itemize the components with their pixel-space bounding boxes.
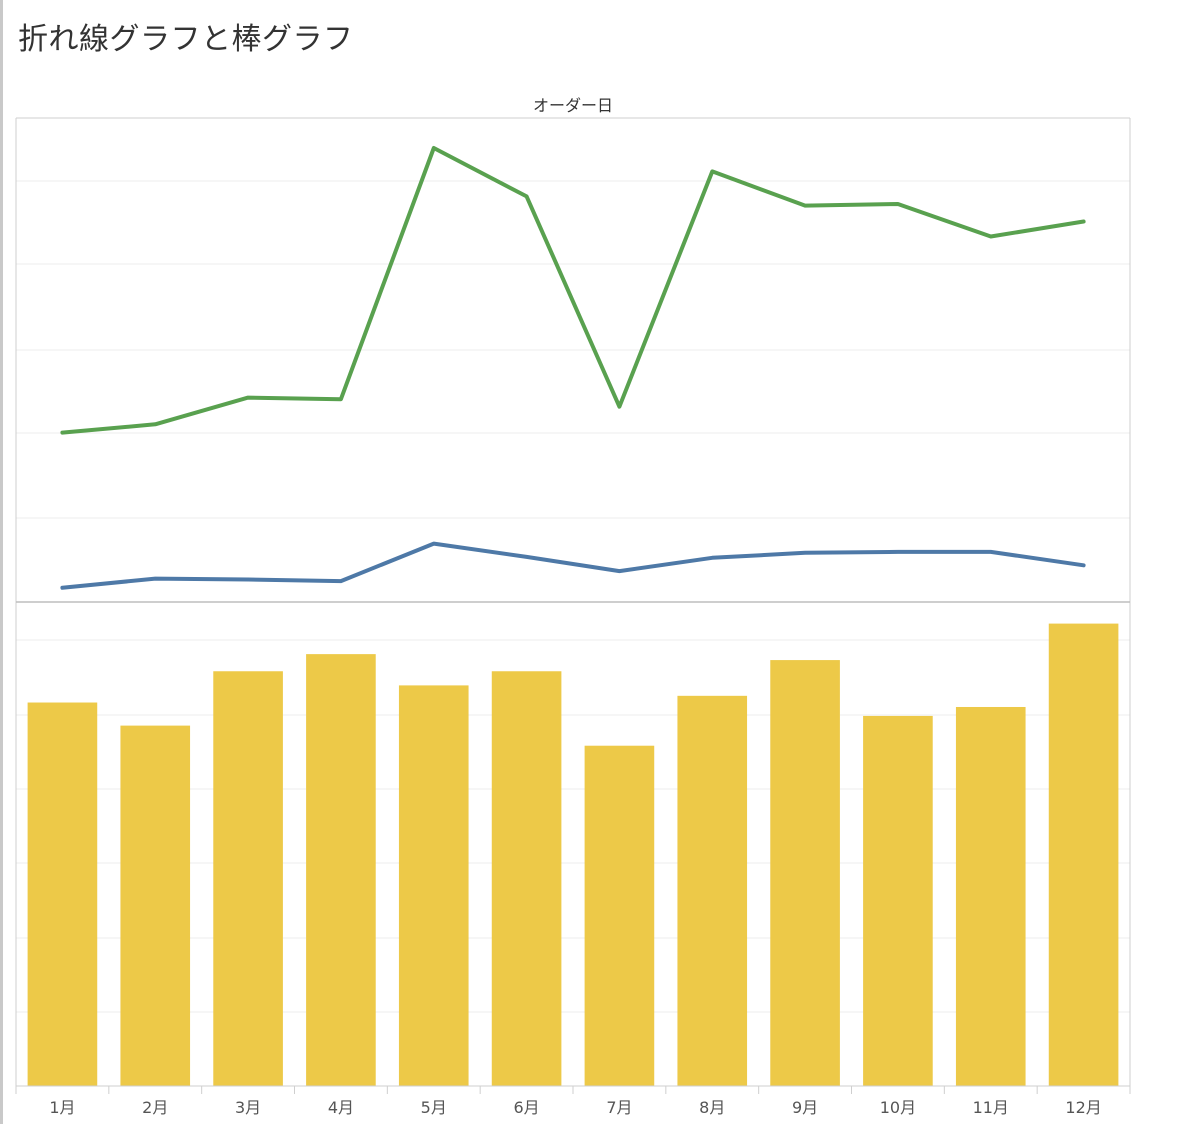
x-tick-label: 11月 [973, 1098, 1009, 1117]
bar-1月 [27, 702, 98, 1086]
x-tick-label: 4月 [328, 1098, 354, 1117]
x-tick-label: 5月 [421, 1098, 447, 1117]
bar-6月 [491, 671, 562, 1086]
bar-3月 [213, 671, 283, 1086]
left-border [0, 0, 3, 1124]
bar-12月 [1048, 623, 1119, 1086]
line-series-2 [60, 541, 1086, 590]
bar-2月 [120, 725, 191, 1086]
x-tick-label: 9月 [792, 1098, 818, 1117]
bar-series [27, 623, 1119, 1086]
bar-9月 [770, 660, 840, 1086]
x-tick-label: 6月 [513, 1098, 539, 1117]
line-series [60, 146, 1086, 590]
column-header: オーダー日 [532, 96, 613, 115]
x-tick-label: 3月 [235, 1098, 261, 1117]
bar-gridlines [16, 639, 1130, 1013]
x-tick-label: 1月 [49, 1098, 75, 1117]
bar-5月 [398, 685, 469, 1086]
x-tick-label: 12月 [1065, 1098, 1101, 1117]
x-tick-label: 10月 [880, 1098, 916, 1117]
bar-8月 [677, 695, 748, 1086]
bar-7月 [584, 745, 655, 1086]
bar-11月 [955, 706, 1026, 1086]
bar-10月 [863, 715, 933, 1086]
page-title: 折れ線グラフと棒グラフ [18, 22, 354, 57]
line-series-1 [60, 146, 1086, 435]
x-tick-label: 7月 [606, 1098, 632, 1117]
bar-4月 [306, 654, 376, 1086]
x-tick-label: 2月 [142, 1098, 168, 1117]
x-tick-label: 8月 [699, 1098, 725, 1117]
line-gridlines [16, 180, 1130, 519]
x-axis-ticks: 1月 2月 3月 4月 5月 6月 7月 8月 9月 10月 11月 12月 [15, 1086, 1131, 1117]
